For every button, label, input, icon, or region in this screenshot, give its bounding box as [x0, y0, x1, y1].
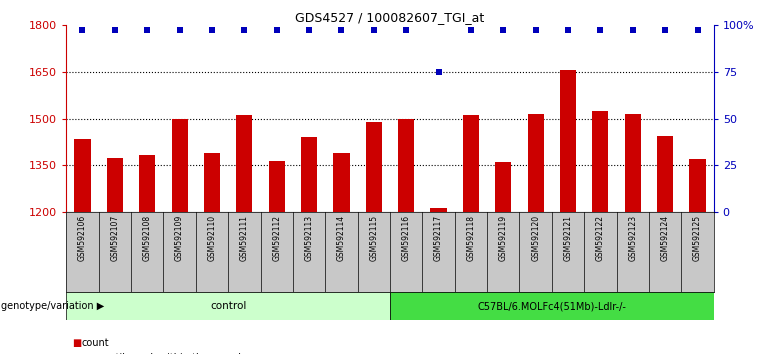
Bar [268, 161, 285, 212]
Bar [139, 155, 155, 212]
Text: GSM592108: GSM592108 [143, 215, 152, 261]
Text: GSM592118: GSM592118 [466, 215, 476, 261]
Bar [172, 119, 188, 212]
Text: GSM592106: GSM592106 [78, 215, 87, 261]
Text: C57BL/6.MOLFc4(51Mb)-Ldlr-/-: C57BL/6.MOLFc4(51Mb)-Ldlr-/- [477, 301, 626, 311]
Bar [333, 153, 349, 212]
Bar [398, 119, 414, 212]
Bar [366, 122, 382, 212]
Bar [74, 139, 90, 212]
Text: GSM592110: GSM592110 [207, 215, 217, 261]
Text: GSM592119: GSM592119 [498, 215, 508, 261]
Text: GSM592124: GSM592124 [661, 215, 670, 261]
Text: count: count [82, 338, 109, 348]
Bar [690, 159, 706, 212]
Bar [431, 208, 447, 212]
Text: GSM592107: GSM592107 [110, 215, 119, 261]
Bar [657, 136, 673, 212]
Text: GSM592114: GSM592114 [337, 215, 346, 261]
Text: GSM592122: GSM592122 [596, 215, 605, 261]
Text: ■: ■ [72, 338, 81, 348]
Text: GSM592121: GSM592121 [563, 215, 573, 261]
Bar [204, 153, 220, 212]
Bar [107, 158, 123, 212]
Text: GSM592125: GSM592125 [693, 215, 702, 261]
Text: GSM592116: GSM592116 [402, 215, 411, 261]
Bar [495, 162, 512, 212]
Text: GSM592111: GSM592111 [239, 215, 249, 261]
Text: control: control [210, 301, 246, 311]
Title: GDS4527 / 100082607_TGI_at: GDS4527 / 100082607_TGI_at [296, 11, 484, 24]
Bar [66, 292, 390, 320]
Text: GSM592123: GSM592123 [628, 215, 637, 261]
Text: genotype/variation ▶: genotype/variation ▶ [1, 301, 104, 311]
Bar [301, 137, 317, 212]
Text: GSM592113: GSM592113 [304, 215, 314, 261]
Text: GSM592109: GSM592109 [175, 215, 184, 261]
Bar [390, 292, 714, 320]
Text: GSM592115: GSM592115 [369, 215, 378, 261]
Bar [560, 70, 576, 212]
Bar [236, 115, 253, 212]
Text: GSM592120: GSM592120 [531, 215, 541, 261]
Text: ■: ■ [72, 353, 81, 354]
Bar [625, 114, 641, 212]
Bar [463, 115, 479, 212]
Bar [592, 111, 608, 212]
Text: GSM592112: GSM592112 [272, 215, 282, 261]
Text: percentile rank within the sample: percentile rank within the sample [82, 353, 247, 354]
Text: GSM592117: GSM592117 [434, 215, 443, 261]
Bar [527, 114, 544, 212]
